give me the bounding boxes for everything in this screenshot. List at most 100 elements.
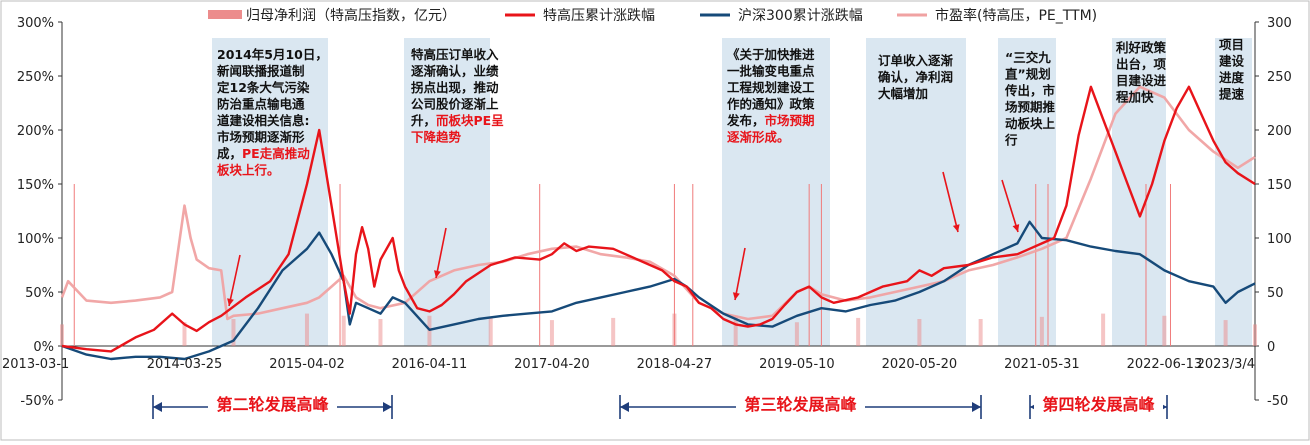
left-tick-label: 0% bbox=[33, 340, 54, 355]
annotation-arrowhead bbox=[952, 224, 960, 232]
annotation-line: 直”规划 bbox=[1005, 67, 1051, 82]
peak-label: 第四轮发展高峰 bbox=[1042, 395, 1155, 414]
shaded-region bbox=[404, 38, 490, 346]
annotation-line: 确认，净利润 bbox=[878, 70, 953, 85]
annotation-line: 防治重点输电通 bbox=[217, 97, 305, 112]
annotation-text: 升， bbox=[411, 113, 436, 128]
x-tick-label: 2019-05-10 bbox=[759, 357, 835, 372]
annotation-line: 市场预期逐渐形 bbox=[217, 130, 305, 145]
profit-bar bbox=[231, 319, 236, 346]
profit-bar bbox=[1101, 313, 1106, 346]
annotation-line: 程加快 bbox=[1116, 90, 1154, 105]
annotation-line: 新闻联播报道制 bbox=[217, 64, 305, 79]
peak-arrowhead bbox=[620, 402, 629, 412]
annotation-line: 订单收入逐渐 bbox=[878, 53, 954, 68]
x-tick-label: 2021-05-31 bbox=[1004, 357, 1080, 372]
annotation-line: 发布，市场预期 bbox=[726, 113, 815, 128]
annotation-line: 传出，市 bbox=[1004, 83, 1056, 98]
right-tick-label: 50 bbox=[1267, 286, 1284, 301]
right-tick-label: 200 bbox=[1267, 124, 1292, 139]
right-tick-label: -50 bbox=[1267, 394, 1288, 409]
left-tick-label: 100% bbox=[17, 232, 54, 247]
shaded-region bbox=[998, 38, 1056, 346]
annotation-highlight: PE走高推动 bbox=[242, 146, 310, 161]
left-tick-label: 200% bbox=[17, 124, 54, 139]
pe-series-line bbox=[60, 85, 1256, 321]
annotation-line: 下降趋势 bbox=[411, 130, 462, 145]
annotation-line: 大幅增加 bbox=[878, 86, 928, 101]
annotation-line: 出台，项 bbox=[1116, 57, 1167, 72]
right-tick-label: 300 bbox=[1267, 16, 1292, 31]
annotation-arrow bbox=[942, 171, 959, 233]
profit-bar bbox=[1223, 320, 1228, 346]
annotation-arrowhead bbox=[227, 298, 234, 306]
x-tick-label: 2013-03-1 bbox=[2, 357, 69, 372]
annotation-highlight: 下降趋势 bbox=[411, 130, 462, 145]
annotation-line: 2014年5月10日， bbox=[217, 47, 328, 62]
annotation-arrow bbox=[734, 247, 746, 301]
annotation-line: 目建设进 bbox=[1116, 73, 1167, 88]
annotation-line: 进度 bbox=[1219, 70, 1245, 85]
annotation-line: 逐渐确认，业绩 bbox=[411, 64, 499, 79]
annotation-arrowhead bbox=[732, 292, 740, 300]
annotation-line: 升，而板块PE呈 bbox=[411, 113, 504, 128]
annotation-line: 道建设相关信息: bbox=[217, 113, 310, 128]
profit-bar bbox=[733, 315, 738, 346]
right-tick-label: 100 bbox=[1267, 232, 1292, 247]
annotation-text: 成， bbox=[217, 146, 242, 161]
annotation-highlight: 逐渐形成。 bbox=[727, 130, 790, 145]
shaded-region bbox=[722, 38, 830, 346]
profit-bar bbox=[856, 317, 861, 346]
annotation-line: 《关于加快推进 bbox=[727, 47, 815, 62]
left-tick-label: 150% bbox=[17, 178, 54, 193]
legend-label: 沪深300累计涨跌幅 bbox=[738, 8, 863, 24]
annotation-line: 动板块上 bbox=[1005, 116, 1056, 131]
peak-label: 第二轮发展高峰 bbox=[216, 395, 329, 414]
x-tick-label: 2022-06-13 bbox=[1127, 357, 1203, 372]
profit-bar bbox=[182, 322, 187, 346]
annotation-line: 工程规划建设工 bbox=[727, 80, 815, 95]
left-tick-label: 50% bbox=[25, 286, 54, 301]
profit-bar bbox=[1253, 324, 1257, 346]
annotation-line: 拐点出现，推动 bbox=[411, 80, 499, 95]
x-tick-label: 2014-03-25 bbox=[147, 357, 223, 372]
profit-bar bbox=[60, 324, 64, 346]
peak-label-bg bbox=[208, 392, 337, 416]
annotation-line: 一批输变电重点 bbox=[727, 64, 815, 79]
profit-bar bbox=[1162, 315, 1167, 346]
annotation-line: 公司股价逐渐上 bbox=[411, 97, 499, 112]
annotation-line: 特高压订单收入 bbox=[411, 47, 499, 62]
annotation-arrow bbox=[228, 254, 241, 307]
peak-label: 第三轮发展高峰 bbox=[744, 395, 857, 414]
annotation-highlight: 市场预期 bbox=[765, 113, 815, 128]
annotation-line: 成，PE走高推动 bbox=[217, 146, 310, 161]
peak-label-bg bbox=[1034, 392, 1163, 416]
x-tick-label: 2023/3/4 bbox=[1197, 357, 1255, 372]
annotation-line: “三交九 bbox=[1005, 50, 1051, 65]
profit-bar bbox=[1039, 316, 1044, 346]
legend-swatch-bar bbox=[208, 10, 242, 19]
uhv-series-line bbox=[61, 85, 1256, 353]
right-tick-label: 0 bbox=[1267, 340, 1275, 355]
left-tick-label: -50% bbox=[20, 394, 54, 409]
profit-bar bbox=[341, 315, 346, 346]
x-tick-label: 2015-04-02 bbox=[269, 357, 345, 372]
annotation-line: 提速 bbox=[1219, 87, 1245, 102]
legend-label: 归母净利润（特高压指数，亿元） bbox=[246, 7, 456, 24]
annotation-arrow bbox=[435, 227, 447, 279]
annotation-line: 建设 bbox=[1219, 54, 1245, 69]
x-tick-label: 2020-05-20 bbox=[882, 357, 958, 372]
peak-label-bg bbox=[736, 392, 865, 416]
profit-bar bbox=[794, 322, 799, 346]
annotation-highlight: 而板块PE呈 bbox=[436, 113, 504, 128]
annotation-arrowhead bbox=[434, 270, 441, 278]
peak-arrowhead bbox=[153, 402, 162, 412]
profit-bar bbox=[978, 319, 983, 346]
annotation-line: 逐渐形成。 bbox=[727, 130, 790, 145]
annotation-highlight: 板块上行。 bbox=[217, 163, 280, 178]
profit-bar bbox=[549, 320, 554, 346]
profit-bar bbox=[917, 319, 922, 346]
